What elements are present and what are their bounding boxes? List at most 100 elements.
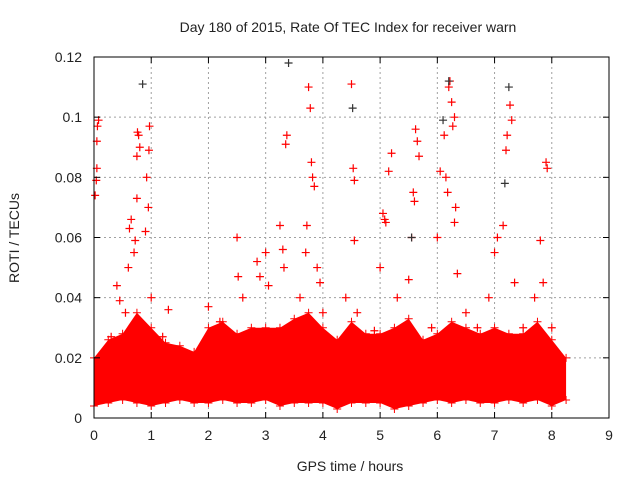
envelope-point — [261, 323, 270, 332]
red-data-point — [264, 281, 273, 290]
red-data-point — [142, 173, 151, 182]
red-data-point — [158, 332, 167, 341]
red-data-point — [313, 263, 322, 272]
red-data-point — [404, 275, 413, 284]
envelope-point — [519, 398, 528, 407]
red-data-point — [461, 308, 470, 317]
red-data-point — [490, 248, 499, 257]
data-points — [91, 59, 556, 341]
red-data-point — [91, 191, 100, 200]
envelope-point — [275, 401, 284, 410]
red-data-point — [473, 323, 482, 332]
black-data-point — [439, 116, 448, 125]
red-data-point — [450, 218, 459, 227]
red-data-point — [281, 140, 290, 149]
black-data-point — [348, 104, 357, 113]
red-data-point — [310, 182, 319, 191]
envelope-point — [190, 398, 199, 407]
envelope-point — [347, 398, 356, 407]
envelope-point — [533, 317, 542, 326]
axes — [93, 56, 610, 419]
x-tick-label: 4 — [319, 427, 327, 443]
envelope-point — [504, 329, 513, 338]
envelope-point — [447, 317, 456, 326]
red-data-point — [530, 293, 539, 302]
envelope-point — [290, 314, 299, 323]
envelope-point — [175, 341, 184, 350]
red-data-point — [278, 245, 287, 254]
red-data-point — [304, 83, 313, 92]
tick-labels: 0 1 2 3 4 5 6 7 8 9 0 0.02 0.04 0.06 0.08 0.1 0.12 — [55, 49, 613, 443]
x-tick-label: 2 — [205, 427, 213, 443]
envelope-point — [118, 395, 127, 404]
red-data-point — [440, 131, 449, 140]
envelope-point — [218, 395, 227, 404]
envelope-point — [333, 335, 342, 344]
red-data-point — [536, 236, 545, 245]
dense-band-area — [94, 312, 567, 409]
red-data-point — [318, 308, 327, 317]
envelope-point — [504, 395, 513, 404]
envelope-point — [233, 398, 242, 407]
red-data-point — [145, 122, 154, 131]
black-data-point — [138, 80, 147, 89]
red-data-point — [125, 224, 134, 233]
envelope-point — [476, 398, 485, 407]
red-data-point — [543, 164, 552, 173]
envelope-point — [419, 398, 428, 407]
red-data-point — [503, 131, 512, 140]
red-data-point — [164, 305, 173, 314]
black-data-point — [407, 233, 416, 242]
plot-frame — [93, 56, 610, 419]
red-data-point — [301, 248, 310, 257]
red-data-point — [215, 317, 224, 326]
red-data-point — [350, 176, 359, 185]
red-data-point — [510, 278, 519, 287]
red-data-point — [453, 269, 462, 278]
red-data-point — [450, 113, 459, 122]
envelope-point — [247, 323, 256, 332]
black-data-point — [504, 83, 513, 92]
y-tick-label: 0.04 — [55, 290, 82, 306]
red-data-point — [484, 293, 493, 302]
envelope-point — [547, 335, 556, 344]
red-data-point — [204, 302, 213, 311]
envelope-point — [204, 398, 213, 407]
envelope-point — [318, 323, 327, 332]
red-data-point — [349, 164, 358, 173]
dense-data-band — [90, 308, 571, 413]
envelope-point — [361, 329, 370, 338]
black-data-point — [500, 179, 509, 188]
envelope-point — [347, 317, 356, 326]
red-data-point — [519, 323, 528, 332]
red-data-point — [384, 167, 393, 176]
red-data-point — [415, 152, 424, 161]
envelope-point — [476, 329, 485, 338]
envelope-point — [376, 329, 385, 338]
red-data-point — [381, 218, 390, 227]
red-data-point — [130, 248, 139, 257]
envelope-point — [104, 398, 113, 407]
x-tick-label: 7 — [491, 427, 499, 443]
envelope-point — [161, 398, 170, 407]
x-tick-label: 0 — [90, 427, 98, 443]
red-data-point — [387, 149, 396, 158]
chart-title: Day 180 of 2015, Rate Of TEC Index for r… — [180, 19, 517, 35]
red-data-point — [409, 188, 418, 197]
red-data-point — [427, 323, 436, 332]
y-tick-label: 0.12 — [55, 49, 82, 65]
red-data-point — [436, 167, 445, 176]
red-data-point — [448, 122, 457, 131]
red-data-point — [547, 323, 556, 332]
red-data-point — [413, 137, 422, 146]
envelope-point — [233, 329, 242, 338]
envelope-point — [447, 398, 456, 407]
envelope-point — [304, 398, 313, 407]
envelope-point — [390, 404, 399, 413]
x-tick-label: 6 — [433, 427, 441, 443]
red-data-point — [347, 80, 356, 89]
envelope-point — [361, 398, 370, 407]
red-data-point — [493, 233, 502, 242]
red-data-point — [127, 215, 136, 224]
red-data-point — [443, 188, 452, 197]
